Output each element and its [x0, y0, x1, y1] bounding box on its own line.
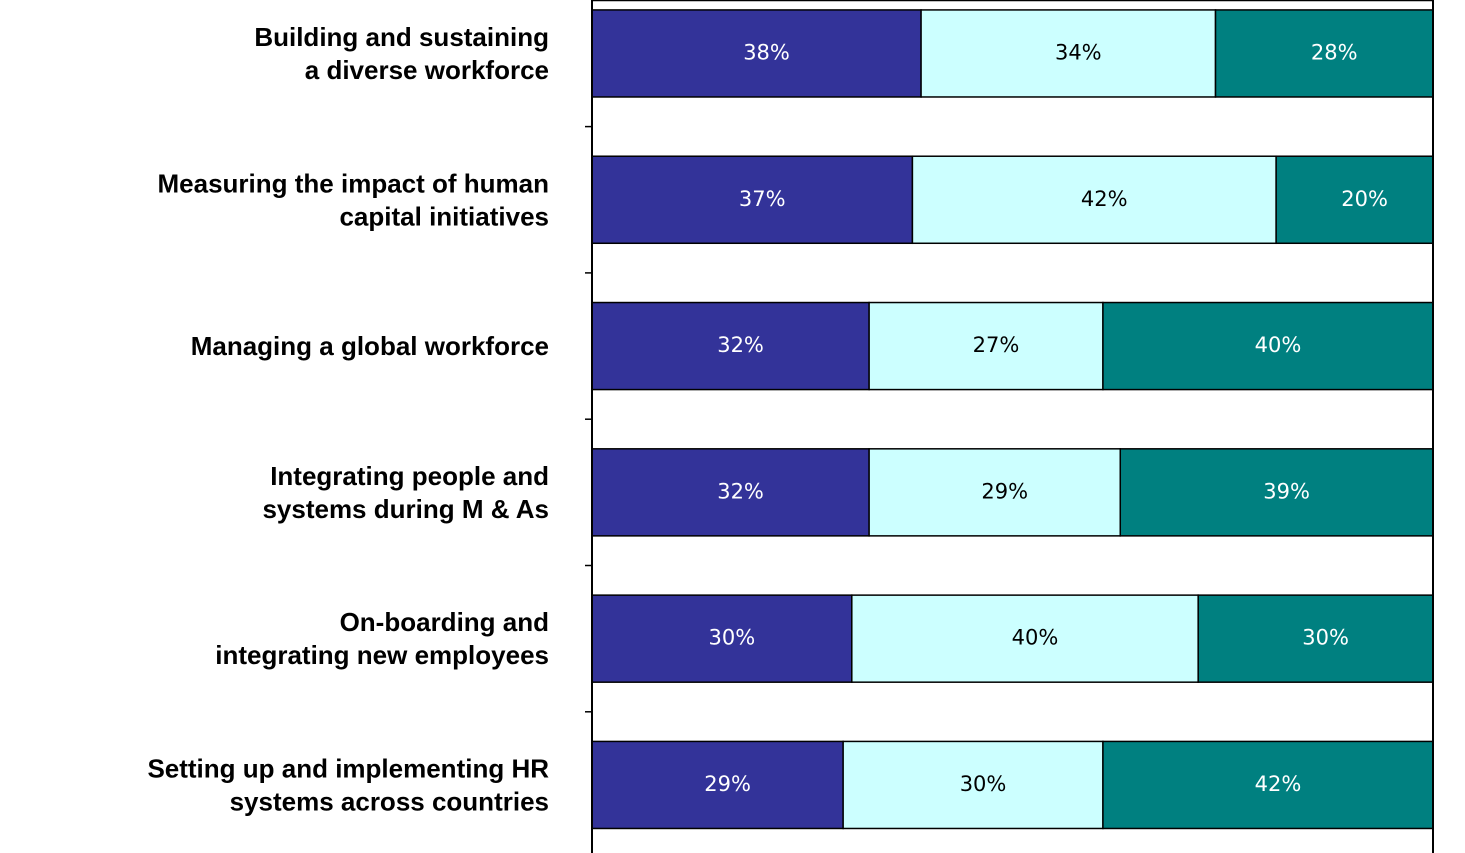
data-label: 34% — [1055, 40, 1102, 64]
data-label: 38% — [743, 40, 790, 64]
category-label: Managing a global workforce — [191, 331, 549, 361]
category-label: Measuring the impact of human capital in… — [158, 168, 550, 231]
bar-segment — [920, 9, 1217, 98]
label-line: integrating new employees — [208, 640, 549, 670]
bar-segment — [1197, 594, 1433, 683]
bar-segment — [1102, 740, 1433, 830]
data-label: 30% — [709, 626, 756, 650]
data-label: 29% — [704, 772, 751, 796]
bar-segment — [868, 448, 1122, 537]
label-line: Measuring the impact of human — [158, 168, 550, 198]
data-label: 40% — [1255, 333, 1302, 357]
bar-segment — [592, 155, 914, 245]
labels: Building and sustaining a diverse workfo… — [147, 22, 592, 816]
bar-segment — [851, 594, 1199, 683]
data-label: 29% — [981, 479, 1028, 503]
bar-segment — [592, 301, 870, 391]
data-label: 30% — [960, 772, 1007, 796]
data-label: 42% — [1081, 187, 1128, 211]
bar-segment — [868, 301, 1104, 391]
bar-segment — [592, 448, 870, 537]
category-label: On-boarding and integrating new employee… — [208, 607, 549, 670]
bar-segment — [1102, 301, 1433, 391]
bar-segment — [1214, 9, 1433, 98]
bar-segment — [911, 155, 1277, 245]
data-label: 27% — [973, 333, 1020, 357]
bar-segment — [842, 740, 1104, 830]
data-label: 32% — [717, 333, 764, 357]
category-label: Building and sustaining a diverse workfo… — [254, 22, 549, 85]
label-line: systems across countries — [222, 786, 549, 816]
data-label: 32% — [717, 479, 764, 503]
label-line: systems during M & As — [255, 494, 549, 524]
data-label: 42% — [1255, 772, 1302, 796]
category-label: Setting up and implementing HR systems a… — [147, 753, 549, 816]
data-label: 37% — [739, 187, 786, 211]
label-line: On-boarding and — [340, 607, 549, 637]
bar-segment — [1275, 155, 1433, 245]
label-line: capital initiatives — [332, 201, 549, 231]
bar-segment — [1119, 448, 1433, 537]
label-line: a diverse workforce — [298, 55, 549, 85]
bar-segment — [592, 594, 853, 683]
data-label: 39% — [1263, 479, 1310, 503]
label-line: Integrating people and — [270, 461, 549, 491]
bar-segment — [592, 9, 922, 98]
label-line: Building and sustaining — [254, 22, 549, 52]
data-label: 28% — [1311, 40, 1358, 64]
data-label: 40% — [1012, 626, 1059, 650]
data-label: 20% — [1341, 187, 1388, 211]
label-line: Setting up and implementing HR — [147, 753, 549, 783]
plot-area: 38% 34% 28% 37% 42% 20% 32% 27% 40% 32% 29% 39% 30% 4… — [592, 9, 1433, 830]
category-label: Integrating people and systems during M … — [255, 461, 549, 524]
data-label: 30% — [1302, 626, 1349, 650]
